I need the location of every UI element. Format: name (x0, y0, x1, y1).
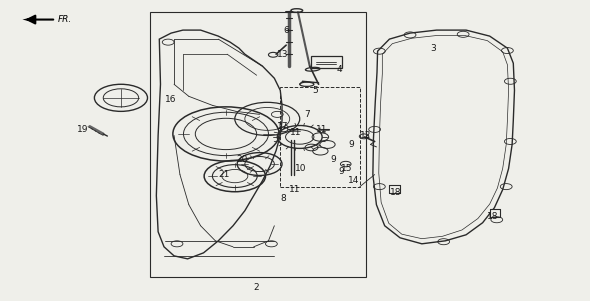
Text: 5: 5 (313, 86, 319, 95)
Text: 21: 21 (218, 170, 230, 179)
Text: 9: 9 (330, 155, 336, 164)
Text: 3: 3 (431, 44, 437, 53)
Text: 6: 6 (283, 26, 289, 35)
Bar (490, 209, 500, 217)
Bar (280, 87, 360, 187)
Text: 10: 10 (295, 164, 307, 173)
Text: 13: 13 (277, 50, 289, 59)
Text: 11: 11 (316, 125, 327, 134)
Text: 18: 18 (487, 212, 499, 221)
Text: 17: 17 (277, 122, 289, 131)
Text: 2: 2 (254, 283, 260, 292)
Text: 9: 9 (338, 167, 344, 176)
FancyArrowPatch shape (28, 16, 53, 23)
Text: 15: 15 (340, 164, 352, 173)
Text: 7: 7 (304, 110, 310, 119)
Text: 19: 19 (77, 125, 88, 134)
Text: 11: 11 (289, 185, 301, 194)
Text: 12: 12 (360, 131, 372, 140)
Text: 18: 18 (389, 188, 401, 197)
Text: 20: 20 (236, 155, 248, 164)
Text: FR.: FR. (58, 15, 72, 24)
Polygon shape (22, 17, 32, 22)
Bar (389, 185, 400, 193)
Bar (150, 12, 366, 277)
Text: 8: 8 (280, 194, 286, 203)
Text: 14: 14 (348, 176, 360, 185)
Bar (311, 56, 342, 68)
Text: 11: 11 (290, 128, 302, 137)
Text: 16: 16 (165, 95, 177, 104)
Text: 4: 4 (336, 65, 342, 74)
Text: 9: 9 (348, 140, 354, 149)
